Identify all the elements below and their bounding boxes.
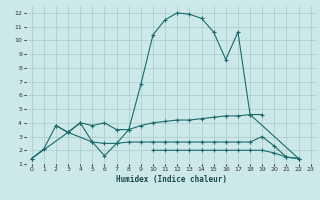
X-axis label: Humidex (Indice chaleur): Humidex (Indice chaleur): [116, 175, 227, 184]
